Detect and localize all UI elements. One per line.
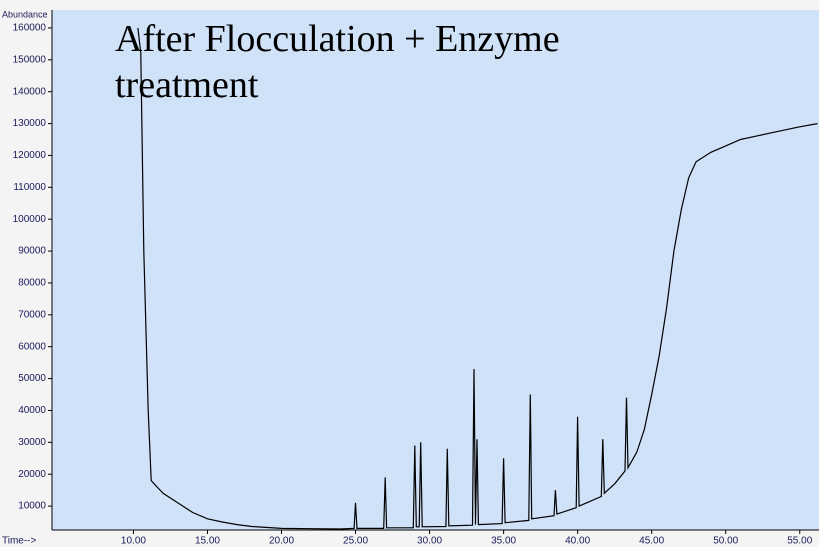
- x-tick-label: 10.00: [121, 536, 146, 547]
- y-tick-label: 80000: [18, 278, 46, 289]
- x-tick-label: 20.00: [269, 536, 294, 547]
- x-tick-label: 35.00: [491, 536, 516, 547]
- x-tick-label: 15.00: [195, 536, 220, 547]
- x-tick-label: 40.00: [565, 536, 590, 547]
- x-tick-label: 30.00: [417, 536, 442, 547]
- plot-area: [52, 10, 819, 530]
- y-tick-label: 70000: [18, 309, 46, 320]
- y-tick-label: 150000: [13, 54, 47, 65]
- x-tick-label: 25.00: [343, 536, 368, 547]
- x-tick-label: 45.00: [639, 536, 664, 547]
- y-tick-label: 130000: [13, 118, 47, 129]
- signal-line: [137, 27, 818, 530]
- y-tick-label: 30000: [18, 437, 46, 448]
- y-tick-label: 120000: [13, 150, 47, 161]
- y-tick-label: 100000: [13, 214, 47, 225]
- chart-title: After Flocculation + Enzyme treatment: [115, 18, 560, 106]
- y-tick-label: 20000: [18, 469, 46, 480]
- y-axis-label: Abundance: [2, 9, 48, 19]
- y-tick-label: 90000: [18, 246, 46, 257]
- y-tick-label: 160000: [13, 23, 47, 34]
- x-axis-label: Time-->: [2, 536, 37, 547]
- y-tick-label: 60000: [18, 341, 46, 352]
- y-tick-label: 50000: [18, 373, 46, 384]
- x-tick-label: 50.00: [713, 536, 738, 547]
- y-tick-label: 110000: [13, 182, 46, 193]
- y-tick-label: 40000: [18, 405, 46, 416]
- y-tick-label: 10000: [18, 501, 46, 512]
- y-tick-label: 140000: [13, 86, 47, 97]
- x-tick-label: 55.00: [787, 536, 812, 547]
